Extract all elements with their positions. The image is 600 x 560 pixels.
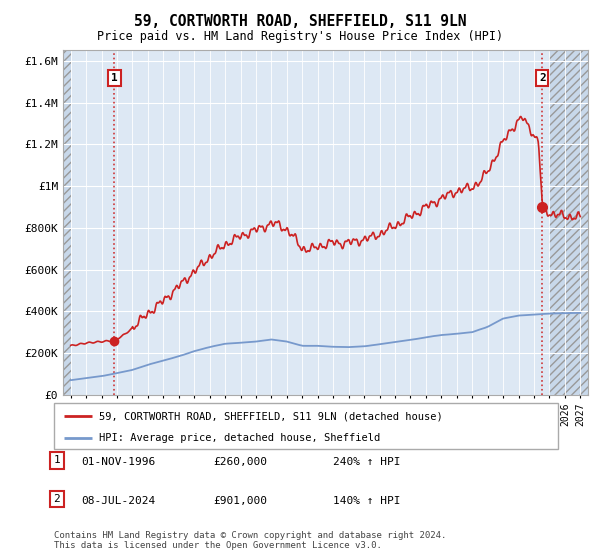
Text: 59, CORTWORTH ROAD, SHEFFIELD, S11 9LN (detached house): 59, CORTWORTH ROAD, SHEFFIELD, S11 9LN (…: [100, 411, 443, 421]
Text: 1: 1: [53, 455, 61, 465]
Text: 08-JUL-2024: 08-JUL-2024: [81, 496, 155, 506]
Text: Contains HM Land Registry data © Crown copyright and database right 2024.
This d: Contains HM Land Registry data © Crown c…: [54, 531, 446, 550]
Text: 240% ↑ HPI: 240% ↑ HPI: [333, 457, 401, 467]
Bar: [63, 50, 71, 395]
Text: 2: 2: [539, 73, 546, 83]
Bar: [550, 50, 588, 395]
Text: £260,000: £260,000: [213, 457, 267, 467]
Text: Price paid vs. HM Land Registry's House Price Index (HPI): Price paid vs. HM Land Registry's House …: [97, 30, 503, 43]
Text: 01-NOV-1996: 01-NOV-1996: [81, 457, 155, 467]
Text: 1: 1: [111, 73, 118, 83]
Text: HPI: Average price, detached house, Sheffield: HPI: Average price, detached house, Shef…: [100, 433, 380, 442]
Text: 140% ↑ HPI: 140% ↑ HPI: [333, 496, 401, 506]
Text: 59, CORTWORTH ROAD, SHEFFIELD, S11 9LN: 59, CORTWORTH ROAD, SHEFFIELD, S11 9LN: [134, 14, 466, 29]
Text: 2: 2: [53, 494, 61, 504]
Text: £901,000: £901,000: [213, 496, 267, 506]
